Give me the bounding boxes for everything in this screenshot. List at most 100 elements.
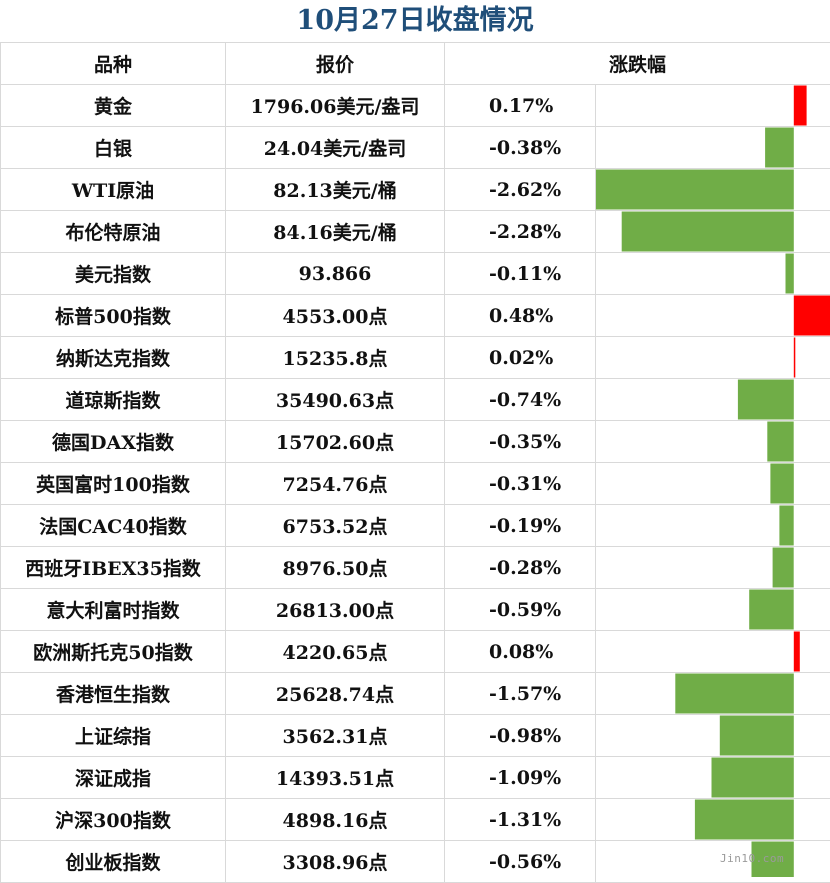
row-name: 德国DAX指数 xyxy=(1,421,226,463)
row-price: 82.13美元/桶 xyxy=(226,169,445,211)
row-bar-cell xyxy=(596,169,830,211)
row-price: 4898.16点 xyxy=(226,799,445,841)
row-change: -0.74% xyxy=(445,379,596,421)
row-price: 4553.00点 xyxy=(226,295,445,337)
row-price: 14393.51点 xyxy=(226,757,445,799)
row-name: WTI原油 xyxy=(1,169,226,211)
row-price: 15235.8点 xyxy=(226,337,445,379)
row-bar-cell xyxy=(596,673,830,715)
row-bar-cell xyxy=(596,547,830,589)
row-bar-cell xyxy=(596,463,830,505)
row-change: -0.31% xyxy=(445,463,596,505)
row-name: 布伦特原油 xyxy=(1,211,226,253)
row-price: 8976.50点 xyxy=(226,547,445,589)
row-change: -2.62% xyxy=(445,169,596,211)
row-price: 26813.00点 xyxy=(226,589,445,631)
row-change: -0.56% xyxy=(445,841,596,883)
row-price: 25628.74点 xyxy=(226,673,445,715)
row-change: -0.35% xyxy=(445,421,596,463)
row-price: 93.866 xyxy=(226,253,445,295)
row-bar-cell xyxy=(596,715,830,757)
row-name: 创业板指数 xyxy=(1,841,226,883)
row-name: 道琼斯指数 xyxy=(1,379,226,421)
row-change: 0.08% xyxy=(445,631,596,673)
row-name: 法国CAC40指数 xyxy=(1,505,226,547)
row-price: 7254.76点 xyxy=(226,463,445,505)
row-price: 6753.52点 xyxy=(226,505,445,547)
row-name: 意大利富时指数 xyxy=(1,589,226,631)
row-price: 4220.65点 xyxy=(226,631,445,673)
row-name: 白银 xyxy=(1,127,226,169)
row-bar-cell xyxy=(596,631,830,673)
row-change: 0.48% xyxy=(445,295,596,337)
row-change: -1.09% xyxy=(445,757,596,799)
row-change: -0.19% xyxy=(445,505,596,547)
row-name: 美元指数 xyxy=(1,253,226,295)
row-change: 0.02% xyxy=(445,337,596,379)
row-bar-cell xyxy=(596,589,830,631)
row-price: 3308.96点 xyxy=(226,841,445,883)
row-bar-cell xyxy=(596,799,830,841)
row-name: 深证成指 xyxy=(1,757,226,799)
row-bar-cell xyxy=(596,211,830,253)
row-name: 英国富时100指数 xyxy=(1,463,226,505)
row-change: -1.57% xyxy=(445,673,596,715)
row-change: -1.31% xyxy=(445,799,596,841)
row-change: -0.38% xyxy=(445,127,596,169)
row-price: 15702.60点 xyxy=(226,421,445,463)
row-name: 黄金 xyxy=(1,85,226,127)
row-change: -0.98% xyxy=(445,715,596,757)
row-change: -0.11% xyxy=(445,253,596,295)
row-bar-cell xyxy=(596,85,830,127)
page-title: 10月27日收盘情况 xyxy=(0,0,830,43)
table-header-row: 品种 报价 涨跌幅 xyxy=(1,43,830,85)
row-name: 沪深300指数 xyxy=(1,799,226,841)
header-price: 报价 xyxy=(226,43,445,85)
row-bar-cell xyxy=(596,253,830,295)
row-change: 0.17% xyxy=(445,85,596,127)
row-bar-cell xyxy=(596,379,830,421)
row-bar-cell xyxy=(596,841,830,883)
row-change: -2.28% xyxy=(445,211,596,253)
row-bar-cell xyxy=(596,505,830,547)
row-price: 84.16美元/桶 xyxy=(226,211,445,253)
row-bar-cell xyxy=(596,127,830,169)
row-bar-cell xyxy=(596,421,830,463)
row-name: 上证综指 xyxy=(1,715,226,757)
row-change: -0.28% xyxy=(445,547,596,589)
row-bar-cell xyxy=(596,337,830,379)
row-name: 西班牙IBEX35指数 xyxy=(1,547,226,589)
row-bar-cell xyxy=(596,757,830,799)
row-name: 纳斯达克指数 xyxy=(1,337,226,379)
header-change: 涨跌幅 xyxy=(445,43,830,85)
row-name: 香港恒生指数 xyxy=(1,673,226,715)
header-name: 品种 xyxy=(1,43,226,85)
row-price: 3562.31点 xyxy=(226,715,445,757)
row-price: 1796.06美元/盎司 xyxy=(226,85,445,127)
row-name: 标普500指数 xyxy=(1,295,226,337)
row-price: 24.04美元/盎司 xyxy=(226,127,445,169)
row-name: 欧洲斯托克50指数 xyxy=(1,631,226,673)
row-price: 35490.63点 xyxy=(226,379,445,421)
watermark: Jin10.com xyxy=(720,852,784,865)
